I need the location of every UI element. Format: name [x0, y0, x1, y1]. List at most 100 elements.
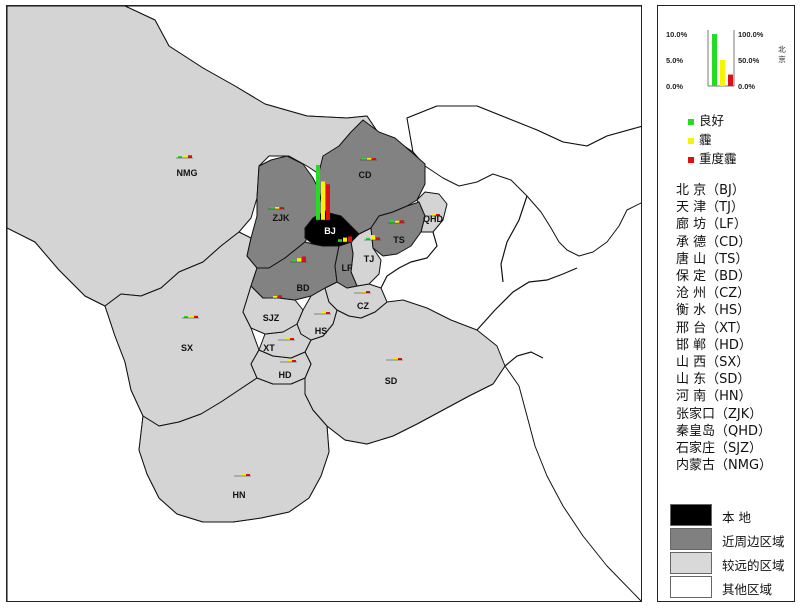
- bar-tj-severe-haze: [376, 237, 380, 240]
- abbreviation-item: 沧 州（CZ）: [676, 286, 751, 302]
- label-hd: HD: [279, 370, 292, 380]
- scale-right-tick: 0.0%: [738, 82, 755, 91]
- scale-side-label: 北: [778, 45, 786, 54]
- category-swatch: [688, 156, 694, 163]
- abbreviation-item: 衡 水（HS）: [676, 303, 751, 319]
- map-canvas: BJ TJ LF CD TS BD CZ HS XT HD SX SD HN ZJK QHD SJZ NMG: [7, 6, 641, 601]
- label-hs: HS: [315, 326, 328, 336]
- label-xt: XT: [263, 343, 275, 353]
- bar-bd-severe-haze: [302, 256, 306, 262]
- zone-label: 近周边区域: [722, 534, 785, 549]
- label-cz: CZ: [357, 301, 369, 311]
- zone-swatch: [670, 504, 712, 526]
- bar-cd-good: [362, 158, 366, 160]
- coastline-3: [500, 195, 528, 283]
- zone-swatch: [670, 576, 712, 598]
- category-item: 重度霾: [688, 148, 737, 167]
- category-label: 重度霾: [699, 151, 737, 166]
- abbreviation-item: 山 东（SD）: [676, 372, 751, 388]
- bar-hs-haze: [321, 312, 325, 314]
- category-swatch: [688, 137, 694, 144]
- bar-xt-severe-haze: [290, 338, 294, 340]
- abbreviation-item: 北 京（BJ）: [676, 183, 745, 198]
- label-cd: CD: [359, 170, 372, 180]
- zone-item: 其他区域: [670, 576, 788, 600]
- bar-hd-severe-haze: [292, 360, 296, 362]
- bar-tj-good: [366, 237, 370, 240]
- zone-swatch: [670, 528, 712, 550]
- label-bd: BD: [297, 283, 310, 293]
- bar-qhd-severe-haze: [436, 214, 440, 216]
- bar-hs-severe-haze: [326, 312, 330, 314]
- zone-swatch: [670, 552, 712, 574]
- abbreviation-item: 承 德（CD）: [676, 234, 752, 250]
- scale-right-tick: 100.0%: [738, 30, 764, 39]
- bar-zjk-severe-haze: [280, 207, 284, 209]
- category-swatch: [688, 118, 694, 125]
- abbreviation-item: 秦皇岛（QHD）: [676, 423, 772, 439]
- zone-item: 近周边区域: [670, 528, 788, 552]
- bar-ts-severe-haze: [400, 220, 404, 223]
- bar-lf-severe-haze: [348, 236, 352, 242]
- abbreviation-item: 石家庄（SJZ）: [676, 441, 762, 457]
- label-sjz: SJZ: [263, 313, 280, 323]
- scale-bar-good: [712, 34, 717, 86]
- category-label: 霾: [699, 132, 712, 147]
- bar-lf-haze: [343, 237, 347, 242]
- scale-right-tick: 50.0%: [738, 56, 760, 65]
- bar-zjk-haze: [275, 207, 279, 209]
- zone-item: 较远的区域: [670, 552, 788, 576]
- zone-label: 较远的区域: [722, 558, 785, 573]
- bar-cz-severe-haze: [366, 291, 370, 293]
- abbreviation-item: 邢 台（XT）: [676, 320, 749, 336]
- bar-bj-good: [316, 165, 320, 220]
- bar-cz-haze: [361, 291, 365, 293]
- abbreviation-item: 天 津（TJ）: [676, 200, 744, 216]
- scale-left-tick: 0.0%: [666, 82, 683, 91]
- coastline-2: [504, 351, 544, 367]
- abbreviation-item: 唐 山（TS）: [676, 251, 749, 267]
- label-tj: TJ: [364, 254, 375, 264]
- label-nmg: NMG: [177, 168, 198, 178]
- scale-left-tick: 5.0%: [666, 56, 683, 65]
- label-zjk: ZJK: [272, 213, 290, 223]
- abbreviation-item: 廊 坊（LF）: [676, 217, 747, 233]
- abbreviation-item: 内蒙古（NMG）: [676, 458, 773, 474]
- bar-sx-severe-haze: [194, 315, 198, 318]
- map-panel: BJ TJ LF CD TS BD CZ HS XT HD SX SD HN ZJK QHD SJZ NMG: [6, 5, 642, 602]
- bar-sd-haze: [393, 358, 397, 360]
- scale-side-label: 京: [778, 54, 786, 64]
- zone-label: 本 地: [722, 510, 751, 525]
- bar-bd-haze: [297, 258, 301, 262]
- bar-hd-haze: [287, 360, 291, 362]
- label-sx: SX: [181, 343, 193, 353]
- abbreviation-item: 山 西（SX）: [676, 355, 750, 371]
- bar-cd-haze: [367, 158, 371, 160]
- bar-hn-severe-haze: [246, 474, 250, 476]
- scale-bar-haze: [720, 60, 725, 86]
- abbreviation-item: 邯 郸（HD）: [676, 337, 752, 353]
- abbreviation-item: 张家口（ZJK）: [676, 406, 763, 422]
- bar-tj-haze: [371, 235, 375, 240]
- bar-qhd-haze: [431, 214, 435, 216]
- bar-sd-severe-haze: [398, 358, 402, 360]
- bar-hn-haze: [241, 474, 245, 476]
- scale-left-tick: 10.0%: [666, 30, 688, 39]
- scale-legend: 10.0% 5.0% 0.0% 100.0% 50.0% 0.0% 北京: [666, 30, 786, 91]
- other-area-1: [406, 105, 641, 257]
- zone-label: 其他区域: [722, 582, 773, 597]
- bar-nmg-haze: [183, 155, 187, 158]
- abbreviation-item: 河 南（HN）: [676, 389, 752, 405]
- scale-bar-severe-haze: [728, 74, 733, 86]
- legend-panel: 10.0% 5.0% 0.0% 100.0% 50.0% 0.0% 北京 良好霾重度霾 北 …: [657, 5, 795, 602]
- bar-lf-good: [338, 239, 342, 242]
- bar-bd-good: [292, 260, 296, 262]
- bar-bj-haze: [321, 181, 325, 220]
- bar-sjz-haze: [273, 296, 277, 298]
- bar-nmg-good: [178, 156, 182, 158]
- label-qhd: QHD: [423, 214, 444, 224]
- coastline-0: [380, 231, 438, 289]
- category-item: 良好: [688, 110, 724, 129]
- bar-sjz-severe-haze: [278, 295, 282, 298]
